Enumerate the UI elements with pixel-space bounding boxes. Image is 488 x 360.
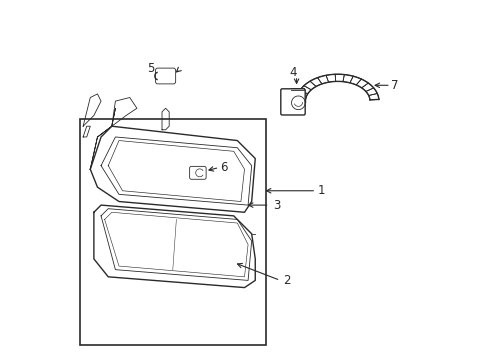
- Text: 6: 6: [220, 161, 227, 174]
- Text: 5: 5: [147, 62, 155, 75]
- FancyBboxPatch shape: [280, 89, 305, 115]
- Text: 3: 3: [272, 199, 280, 212]
- Bar: [80, 119, 265, 345]
- Text: 7: 7: [390, 79, 397, 92]
- Text: 4: 4: [289, 66, 296, 79]
- Text: 2: 2: [283, 274, 290, 287]
- FancyBboxPatch shape: [189, 166, 206, 179]
- Text: 1: 1: [317, 184, 325, 197]
- FancyBboxPatch shape: [155, 68, 175, 84]
